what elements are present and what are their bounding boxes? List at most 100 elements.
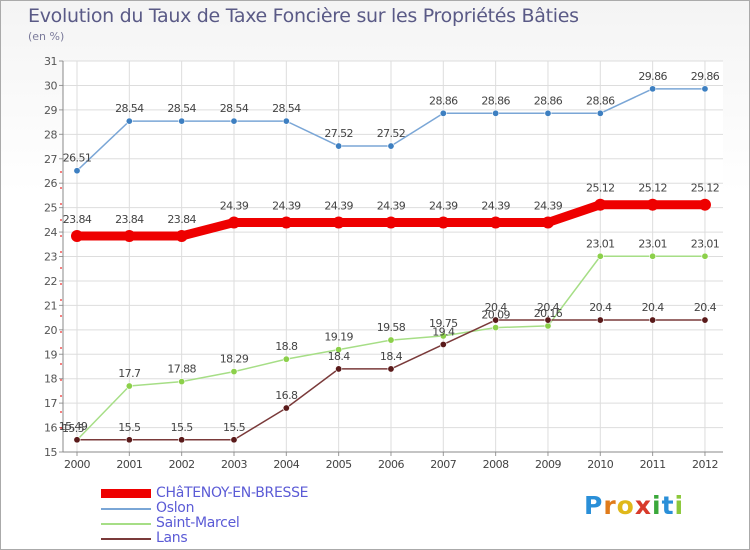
- x-tick-label: 2001: [116, 458, 142, 471]
- data-label-lans: 15.5: [62, 422, 85, 435]
- data-point-saint-marcel: [230, 368, 238, 376]
- data-point-saint-marcel: [649, 252, 657, 260]
- data-label-lans: 15.5: [223, 421, 246, 434]
- data-label-saint-marcel: 23.01: [586, 237, 615, 250]
- data-point-ch-tenoy-en-bresse: [594, 198, 607, 211]
- data-label-oslon: 28.54: [220, 102, 249, 115]
- data-label-ch-tenoy-en-bresse: 25.12: [638, 182, 667, 195]
- data-point-ch-tenoy-en-bresse: [437, 216, 450, 229]
- data-label-saint-marcel: 20.09: [481, 309, 510, 322]
- data-point-saint-marcel: [178, 378, 186, 386]
- legend-label: Oslon: [156, 500, 195, 516]
- legend-swatch-saint-marcel: [101, 523, 151, 525]
- x-tick-label: 2011: [640, 458, 666, 471]
- data-label-lans: 18.4: [380, 350, 403, 363]
- data-point-oslon: [544, 109, 552, 117]
- data-label-ch-tenoy-en-bresse: 23.84: [115, 213, 144, 226]
- data-point-ch-tenoy-en-bresse: [384, 216, 397, 229]
- data-label-lans: 20.4: [589, 301, 612, 314]
- data-point-lans: [387, 365, 395, 373]
- data-label-oslon: 28.86: [429, 94, 458, 107]
- data-label-saint-marcel: 19.58: [377, 321, 406, 334]
- data-label-oslon: 28.54: [115, 102, 144, 115]
- data-label-lans: 15.5: [171, 421, 194, 434]
- data-point-lans: [701, 316, 709, 324]
- chart-title: Evolution du Taux de Taxe Foncière sur l…: [28, 5, 579, 27]
- data-label-oslon: 28.54: [167, 102, 196, 115]
- data-label-saint-marcel: 23.01: [638, 237, 667, 250]
- data-label-saint-marcel: 18.8: [275, 340, 298, 353]
- data-label-ch-tenoy-en-bresse: 23.84: [63, 213, 92, 226]
- data-point-saint-marcel: [701, 252, 709, 260]
- data-point-oslon: [387, 142, 395, 150]
- y-tick-label: 19: [44, 348, 57, 361]
- data-label-saint-marcel: 23.01: [691, 237, 720, 250]
- x-tick-label: 2006: [378, 458, 404, 471]
- data-label-lans: 18.4: [328, 350, 351, 363]
- data-point-saint-marcel: [387, 336, 395, 344]
- y-tick-label: 15: [44, 446, 57, 459]
- data-label-lans: 16.8: [275, 389, 298, 402]
- data-label-oslon: 29.86: [638, 70, 667, 83]
- x-tick-label: 2003: [221, 458, 247, 471]
- y-tick-label: 30: [44, 79, 57, 92]
- logo-letter: t: [661, 491, 675, 520]
- y-tick-label: 29: [44, 104, 57, 117]
- data-label-lans: 19.4: [432, 325, 455, 338]
- data-label-saint-marcel: 17.7: [118, 367, 141, 380]
- data-label-oslon: 29.86: [691, 70, 720, 83]
- logo-letter: o: [616, 491, 635, 520]
- data-point-ch-tenoy-en-bresse: [71, 229, 83, 242]
- x-tick-label: 2012: [692, 458, 718, 471]
- data-label-oslon: 28.86: [534, 94, 563, 107]
- data-point-oslon: [73, 167, 81, 175]
- data-point-oslon: [335, 142, 343, 150]
- data-point-lans: [125, 436, 133, 444]
- x-tick-label: 2009: [535, 458, 561, 471]
- data-point-ch-tenoy-en-bresse: [123, 229, 136, 242]
- legend-label: Lans: [156, 530, 188, 546]
- data-label-ch-tenoy-en-bresse: 24.39: [324, 200, 353, 213]
- data-point-ch-tenoy-en-bresse: [332, 216, 345, 229]
- y-tick-label: 21: [44, 299, 57, 312]
- data-point-saint-marcel: [335, 346, 343, 354]
- data-point-lans: [230, 436, 238, 444]
- data-point-lans: [282, 404, 290, 412]
- data-point-ch-tenoy-en-bresse: [698, 198, 711, 211]
- x-tick-label: 2008: [483, 458, 509, 471]
- y-tick-label: 28: [44, 128, 57, 141]
- data-point-lans: [649, 316, 657, 324]
- data-point-oslon: [649, 85, 657, 93]
- legend-label: Saint-Marcel: [156, 515, 240, 531]
- y-tick-label: 20: [44, 324, 57, 337]
- data-point-oslon: [282, 117, 290, 125]
- data-point-oslon: [439, 109, 447, 117]
- data-label-ch-tenoy-en-bresse: 24.39: [377, 200, 406, 213]
- data-point-oslon: [701, 85, 709, 93]
- x-tick-label: 2005: [326, 458, 352, 471]
- data-label-ch-tenoy-en-bresse: 23.84: [167, 213, 196, 226]
- data-label-saint-marcel: 19.19: [324, 331, 353, 344]
- data-point-ch-tenoy-en-bresse: [175, 229, 188, 242]
- data-label-ch-tenoy-en-bresse: 24.39: [534, 200, 563, 213]
- data-point-oslon: [125, 117, 133, 125]
- logo-letter: x: [634, 491, 652, 520]
- data-point-ch-tenoy-en-bresse: [489, 216, 502, 229]
- data-label-oslon: 28.86: [586, 94, 615, 107]
- data-label-ch-tenoy-en-bresse: 24.39: [272, 200, 301, 213]
- data-point-ch-tenoy-en-bresse: [646, 198, 659, 211]
- data-label-saint-marcel: 17.88: [167, 363, 196, 376]
- data-point-lans: [178, 436, 186, 444]
- data-point-saint-marcel: [125, 382, 133, 390]
- data-label-lans: 20.4: [485, 301, 508, 314]
- legend-swatch-oslon: [101, 508, 151, 510]
- data-point-oslon: [492, 109, 500, 117]
- x-tick-label: 2002: [169, 458, 195, 471]
- data-label-ch-tenoy-en-bresse: 25.12: [586, 182, 615, 195]
- logo-letter: i: [674, 491, 685, 520]
- data-point-lans: [544, 316, 552, 324]
- logo-letter: i: [652, 491, 662, 520]
- data-point-lans: [596, 316, 604, 324]
